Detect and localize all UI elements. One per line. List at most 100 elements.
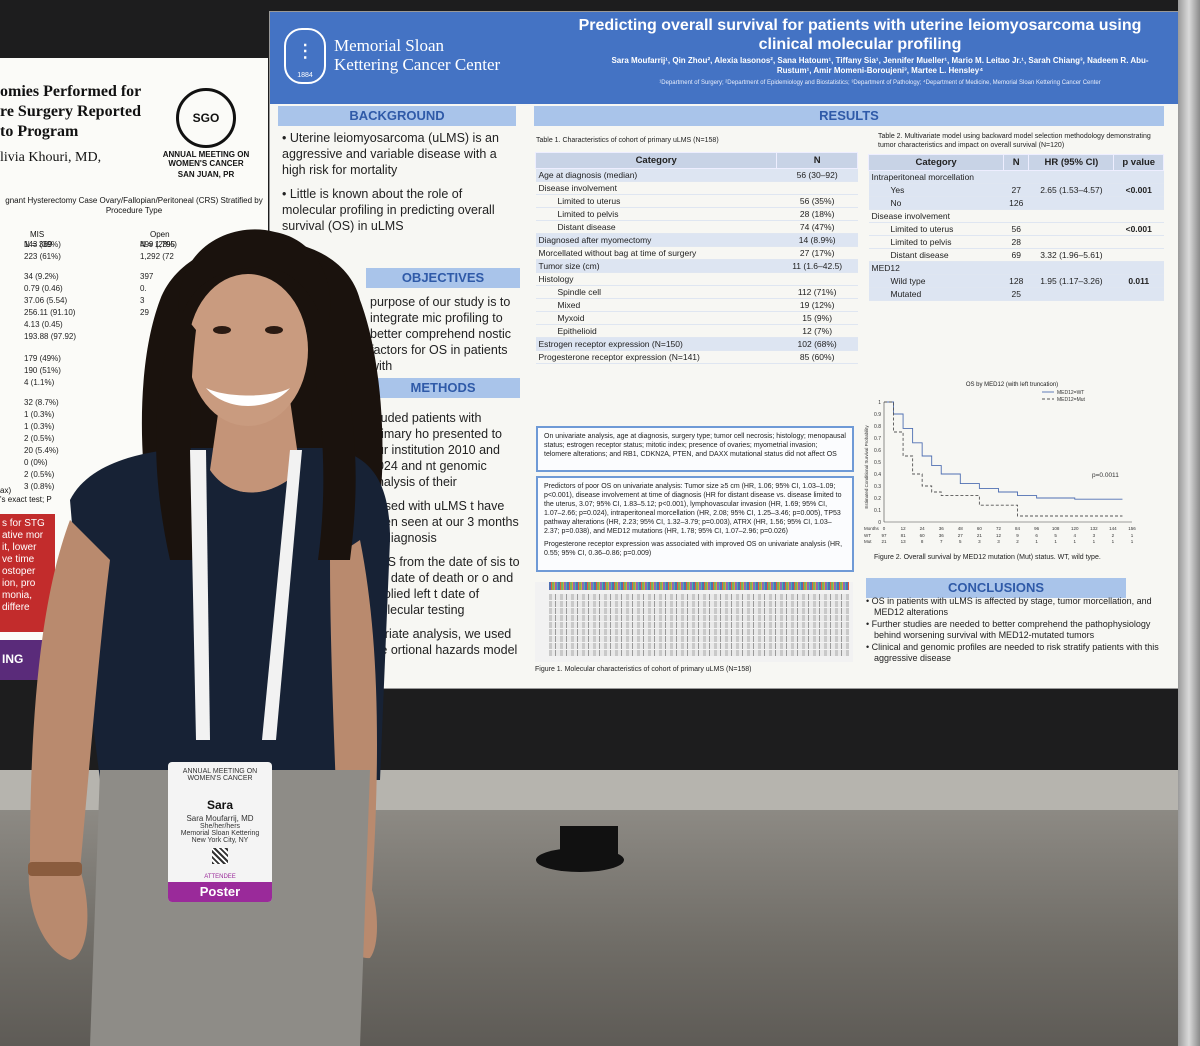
neighbor-cell-mis: 2 (0.5%) [24, 470, 55, 479]
km-x-tick: 108 [1052, 526, 1060, 531]
table1-category: Diagnosed after myomectomy [535, 233, 777, 247]
km-months-label: Months [864, 526, 880, 531]
neighbor-notes: ax) 's exact test; P [0, 486, 52, 504]
table2-hr [1028, 235, 1114, 249]
table1-value [776, 272, 858, 286]
km-y-tick: 0 [878, 520, 881, 526]
table1-row: Histology [535, 272, 858, 286]
table1-value: 74 (47%) [776, 220, 858, 234]
table2-hr [1028, 261, 1114, 275]
neighbor-poster-title: omies Performed for re Surgery Reported … [0, 83, 141, 140]
table2-n: 69 [1003, 248, 1029, 262]
table2-n [1003, 261, 1029, 275]
table1-category: Epithelioid [535, 324, 777, 338]
methods-list: luded patients with primary ho presented… [370, 410, 520, 666]
neighbor-cell-mis: 190 (51%) [24, 366, 61, 375]
table2-category: Intraperitoneal morcellation [868, 170, 1004, 184]
figure1-caption: Figure 1. Molecular characteristics of c… [535, 666, 752, 673]
table1-row: Morcellated without bag at time of surge… [535, 246, 858, 260]
table2-caption: Table 2. Multivariate model using backwa… [878, 133, 1151, 149]
km-risk-value: 5 [1054, 533, 1057, 538]
badge-meeting: ANNUAL MEETING ON WOMEN'S CANCER [182, 768, 258, 782]
km-risk-value: 60 [920, 533, 926, 538]
table2-n: 56 [1003, 222, 1029, 236]
table1-category: Morcellated without bag at time of surge… [535, 246, 777, 260]
table1-row: Estrogen receptor expression (N=150) 102 … [535, 337, 858, 351]
km-x-tick: 0 [883, 526, 886, 531]
km-risk-value: 3 [978, 539, 981, 544]
km-line-med12-wt [884, 401, 1123, 500]
oncoprint-row [549, 650, 849, 656]
table2-category: Limited to pelvis [868, 235, 1004, 249]
neighbor-cell-open: 1,292 (72 [140, 252, 174, 261]
table2-p: <0.001 [1113, 183, 1164, 197]
results-heading: RESULTS [534, 106, 1164, 126]
table2-row: Limited to pelvis 28 [868, 235, 1164, 249]
km-risk-value: 1 [1093, 539, 1096, 544]
table1-category: Spindle cell [535, 285, 777, 299]
table1-value: 102 (68%) [776, 337, 858, 351]
neighbor-cell-mis: 2 (0.5%) [24, 434, 55, 443]
neighbor-poster: omies Performed for re Surgery Reported … [0, 58, 268, 680]
sgo-location: SAN JUAN, PR [177, 170, 235, 179]
km-y-tick: 0.4 [874, 472, 881, 478]
km-y-tick: 0.2 [874, 496, 881, 502]
background-item: Uterine leiomyosarcoma (uLMS) is an aggr… [282, 130, 518, 178]
neighbor-red-line: s for STG [2, 518, 45, 529]
km-risk-value: 12 [996, 533, 1002, 538]
table1-category: Age at diagnosis (median) [535, 168, 777, 182]
methods-item: OS from the date of sis to the date of d… [370, 554, 520, 618]
table1-header: N [776, 152, 858, 169]
km-title: OS by MED12 (with left truncation) [966, 382, 1058, 388]
neighbor-cell-mis: 34 (9.2%) [24, 272, 59, 281]
neighbor-cell-open: 499 (28%) [140, 240, 177, 249]
table1-row: Limited to uterus 56 (35%) [535, 194, 858, 208]
table2-header: HR (95% CI) [1028, 154, 1115, 171]
name-badge: ANNUAL MEETING ON WOMEN'S CANCER Sara Sa… [168, 762, 272, 902]
table1-header: Category [534, 152, 778, 169]
table2-hr [1028, 196, 1114, 210]
table1-value: 11 (1.6–42.5) [776, 259, 858, 273]
table1-row: Mixed 19 (12%) [535, 298, 858, 312]
neighbor-conclusion-box: s for STG ative mor it, lower ve time ostope… [0, 514, 55, 632]
oncoprint-row [549, 601, 849, 607]
objectives-text: purpose of our study is to integrate mic… [370, 295, 512, 373]
km-x-tick: 60 [977, 526, 983, 531]
col-open: Open [150, 230, 170, 239]
km-risk-value: 6 [1035, 533, 1038, 538]
booth-pole [1178, 0, 1200, 1046]
km-x-tick: 24 [920, 526, 926, 531]
conclusion-item: Clinical and genomic profiles are needed… [864, 642, 1164, 664]
table2-category: Distant disease [868, 248, 1004, 262]
poster-affiliations: ¹Department of Surgery; ²Department of E… [659, 80, 1101, 86]
table2-row: Intraperitoneal morcellation [868, 170, 1164, 184]
table1-row: Spindle cell 112 (71%) [535, 285, 858, 299]
table1-category: Limited to pelvis [535, 207, 777, 221]
km-risk-value: 7 [940, 539, 943, 544]
neighbor-cell-mis: 20 (5.4%) [24, 446, 59, 455]
badge-full-name: Sara Moufarrij, MD [186, 814, 254, 823]
badge-first-name: Sara [206, 798, 234, 812]
km-x-tick: 36 [939, 526, 945, 531]
sgo-meeting-name: ANNUAL MEETING ON WOMEN'S CANCER [162, 150, 250, 168]
table2-header: N [1003, 154, 1030, 171]
neighbor-cell-open: 397 [140, 272, 154, 281]
oncoprint-top-bar [549, 582, 849, 590]
conclusion-item: OS in patients with uLMS is affected by … [864, 596, 1164, 618]
neighbor-cell-mis: 37.06 (5.54) [24, 296, 68, 305]
km-risk-value: 4 [1074, 533, 1077, 538]
table1-value: 85 (60%) [776, 350, 858, 364]
km-risk-value: 81 [901, 533, 907, 538]
neighbor-cell-open: 0. [140, 284, 147, 293]
neighbor-cell-mis: 1 (0.3%) [24, 422, 55, 431]
km-y-tick: 0.3 [874, 484, 881, 490]
km-risk-value: 13 [901, 539, 907, 544]
conclusions-list: OS in patients with uLMS is affected by … [864, 596, 1164, 665]
table1-row: Age at diagnosis (median) 56 (30–92) [535, 168, 858, 182]
col-mis: MIS [30, 230, 45, 239]
km-risk-value: 3 [997, 539, 1000, 544]
km-risk-value: 21 [881, 539, 887, 544]
neighbor-cell-mis: 256.11 (91.10) [24, 308, 76, 317]
neighbor-red-line: monia, [2, 590, 33, 601]
neighbor-red-line: ostoper [2, 566, 36, 577]
